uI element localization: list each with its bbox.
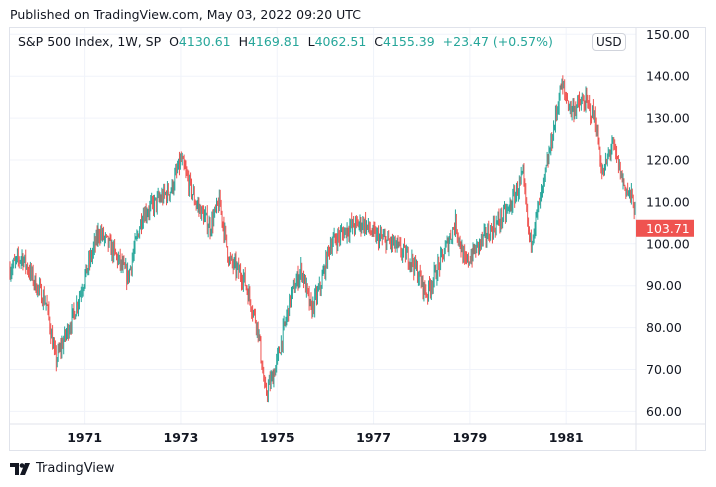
published-caption: Published on TradingView.com, May 03, 20… xyxy=(10,7,361,22)
last-price-text: 103.71 xyxy=(646,221,690,236)
x-tick-label: 1975 xyxy=(260,430,295,445)
high-label: H xyxy=(238,34,248,49)
currency-button[interactable]: USD xyxy=(592,33,626,51)
ohlc-legend: S&P 500 Index, 1W, SP O4130.61 H4169.81 … xyxy=(18,34,553,49)
brand-name: TradingView xyxy=(36,461,115,476)
close-label: C xyxy=(374,34,383,49)
y-tick-label: 130.00 xyxy=(646,111,690,126)
open-value: 4130.61 xyxy=(178,34,231,49)
last-price-label: 103.71 xyxy=(636,219,694,237)
last-price-tag xyxy=(636,219,694,237)
close-value: 4155.39 xyxy=(383,34,435,49)
x-tick-label: 1971 xyxy=(67,430,102,445)
chart-frame xyxy=(9,27,706,451)
low-label: L xyxy=(307,34,315,49)
y-tick-label: 80.00 xyxy=(646,320,682,335)
low-value: 4062.51 xyxy=(314,34,367,49)
y-tick-label: 110.00 xyxy=(646,194,690,209)
y-tick-label: 70.00 xyxy=(646,362,682,377)
y-tick-label: 150.00 xyxy=(646,27,690,42)
open-label: O xyxy=(169,34,179,49)
grid xyxy=(10,28,636,424)
x-tick-label: 1977 xyxy=(356,430,391,445)
x-tick-label: 1981 xyxy=(549,430,584,445)
price-axis: 60.00 70.00 80.00 90.00 100.00 110.00 120.00 13… xyxy=(646,27,690,419)
y-tick-label: 120.00 xyxy=(646,153,690,168)
symbol: S&P 500 Index, 1W, SP xyxy=(18,34,162,49)
tradingview-logo[interactable]: TradingView xyxy=(10,461,115,476)
x-tick-label: 1973 xyxy=(164,430,199,445)
high-value: 4169.81 xyxy=(247,34,300,49)
y-tick-label: 140.00 xyxy=(646,69,690,84)
tradingview-logo-icon xyxy=(10,462,30,475)
y-tick-label: 90.00 xyxy=(646,278,682,293)
candles xyxy=(9,75,637,403)
time-axis: 1971 1973 1975 1977 1979 1981 xyxy=(67,430,583,445)
change-value: +23.47 (+0.57%) xyxy=(442,34,553,49)
y-tick-label: 60.00 xyxy=(646,404,682,419)
x-tick-label: 1979 xyxy=(452,430,487,445)
y-tick-label: 100.00 xyxy=(646,236,690,251)
